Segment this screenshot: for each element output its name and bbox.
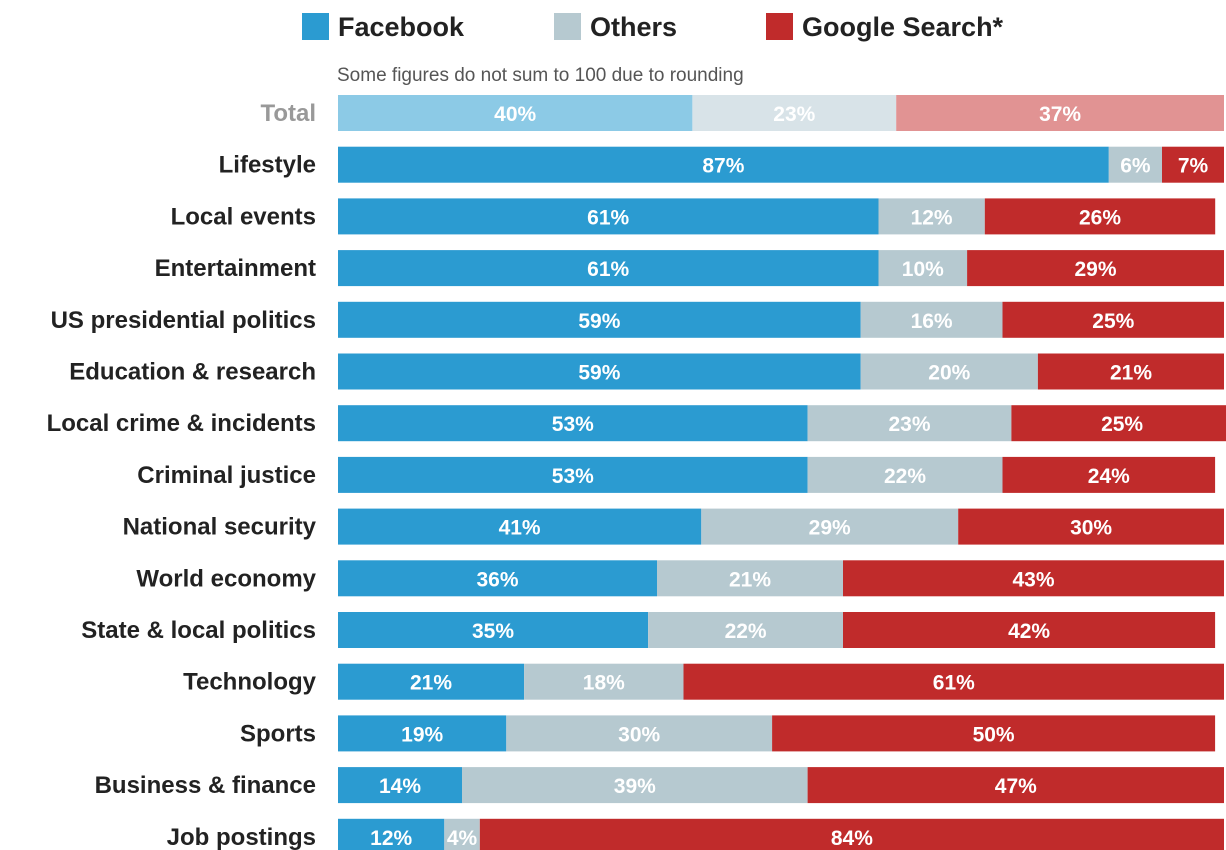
value-label: 87% xyxy=(702,155,744,178)
value-label: 43% xyxy=(1012,568,1054,591)
legend-label-others: Others xyxy=(590,12,677,42)
legend-swatch-facebook xyxy=(302,13,329,40)
value-label: 61% xyxy=(587,258,629,281)
category-label: Lifestyle xyxy=(219,152,316,179)
value-label: 53% xyxy=(552,413,594,436)
value-label: 42% xyxy=(1008,620,1050,643)
value-label: 47% xyxy=(995,775,1037,798)
category-label: Entertainment xyxy=(155,255,316,282)
value-label: 23% xyxy=(773,103,815,126)
category-label: Local events xyxy=(171,203,316,230)
category-label: Total xyxy=(260,100,316,127)
category-label: Local crime & incidents xyxy=(47,410,316,437)
bar-row: Lifestyle 87% 6% 7% xyxy=(219,147,1224,183)
category-label: National security xyxy=(123,514,317,541)
value-label: 59% xyxy=(578,362,620,385)
value-label: 61% xyxy=(933,672,975,695)
value-label: 18% xyxy=(583,672,625,695)
bar-row: State & local politics 35% 22% 42% xyxy=(81,612,1215,648)
value-label: 19% xyxy=(401,723,443,746)
category-label: Job postings xyxy=(167,824,316,850)
category-label: State & local politics xyxy=(81,617,316,644)
bar-row: Local crime & incidents 53% 23% 25% xyxy=(47,405,1226,441)
value-label: 37% xyxy=(1039,103,1081,126)
value-label: 29% xyxy=(1074,258,1116,281)
category-label: Business & finance xyxy=(95,772,316,799)
value-label: 30% xyxy=(618,723,660,746)
bar-row: Local events 61% 12% 26% xyxy=(171,198,1216,234)
chart-rows: Total 40% 23% 37% Lifestyle 87% 6% 7% Local even… xyxy=(47,95,1226,850)
bar-row: Total 40% 23% 37% xyxy=(260,95,1224,131)
legend-label-facebook: Facebook xyxy=(338,12,465,42)
legend-label-google-search: Google Search* xyxy=(802,12,1004,42)
value-label: 53% xyxy=(552,465,594,488)
value-label: 26% xyxy=(1079,206,1121,229)
category-label: Sports xyxy=(240,720,316,747)
value-label: 84% xyxy=(831,827,873,850)
value-label: 30% xyxy=(1070,517,1112,540)
legend: Facebook Others Google Search* xyxy=(302,12,1004,42)
value-label: 22% xyxy=(725,620,767,643)
value-label: 20% xyxy=(928,362,970,385)
bar-row: Criminal justice 53% 22% 24% xyxy=(137,457,1215,493)
value-label: 7% xyxy=(1178,155,1209,178)
value-label: 12% xyxy=(370,827,412,850)
value-label: 25% xyxy=(1101,413,1143,436)
bar-row: Sports 19% 30% 50% xyxy=(240,715,1215,751)
bar-row: Business & finance 14% 39% 47% xyxy=(95,767,1224,803)
value-label: 12% xyxy=(911,206,953,229)
value-label: 4% xyxy=(447,827,478,850)
bar-row: Education & research 59% 20% 21% xyxy=(69,354,1224,390)
category-label: US presidential politics xyxy=(51,307,316,334)
category-label: Technology xyxy=(183,669,317,696)
category-label: Criminal justice xyxy=(137,462,316,489)
value-label: 40% xyxy=(494,103,536,126)
value-label: 41% xyxy=(499,517,541,540)
value-label: 14% xyxy=(379,775,421,798)
bar-row: National security 41% 29% 30% xyxy=(123,509,1224,545)
value-label: 24% xyxy=(1088,465,1130,488)
value-label: 22% xyxy=(884,465,926,488)
value-label: 35% xyxy=(472,620,514,643)
value-label: 21% xyxy=(729,568,771,591)
legend-swatch-others xyxy=(554,13,581,40)
value-label: 10% xyxy=(902,258,944,281)
value-label: 21% xyxy=(410,672,452,695)
bar-row: Technology 21% 18% 61% xyxy=(183,664,1224,700)
category-label: Education & research xyxy=(69,359,316,386)
category-label: World economy xyxy=(136,565,316,592)
value-label: 36% xyxy=(476,568,518,591)
value-label: 59% xyxy=(578,310,620,333)
bar-row: World economy 36% 21% 43% xyxy=(136,560,1224,596)
value-label: 23% xyxy=(888,413,930,436)
value-label: 39% xyxy=(614,775,656,798)
value-label: 16% xyxy=(911,310,953,333)
value-label: 61% xyxy=(587,206,629,229)
value-label: 25% xyxy=(1092,310,1134,333)
bar-row: US presidential politics 59% 16% 25% xyxy=(51,302,1224,338)
bar-row: Job postings 12% 4% 84% xyxy=(167,819,1224,850)
bar-row: Entertainment 61% 10% 29% xyxy=(155,250,1224,286)
value-label: 50% xyxy=(973,723,1015,746)
value-label: 6% xyxy=(1120,155,1151,178)
chart-note: Some figures do not sum to 100 due to ro… xyxy=(337,65,744,86)
value-label: 29% xyxy=(809,517,851,540)
value-label: 21% xyxy=(1110,362,1152,385)
legend-swatch-google-search xyxy=(766,13,793,40)
